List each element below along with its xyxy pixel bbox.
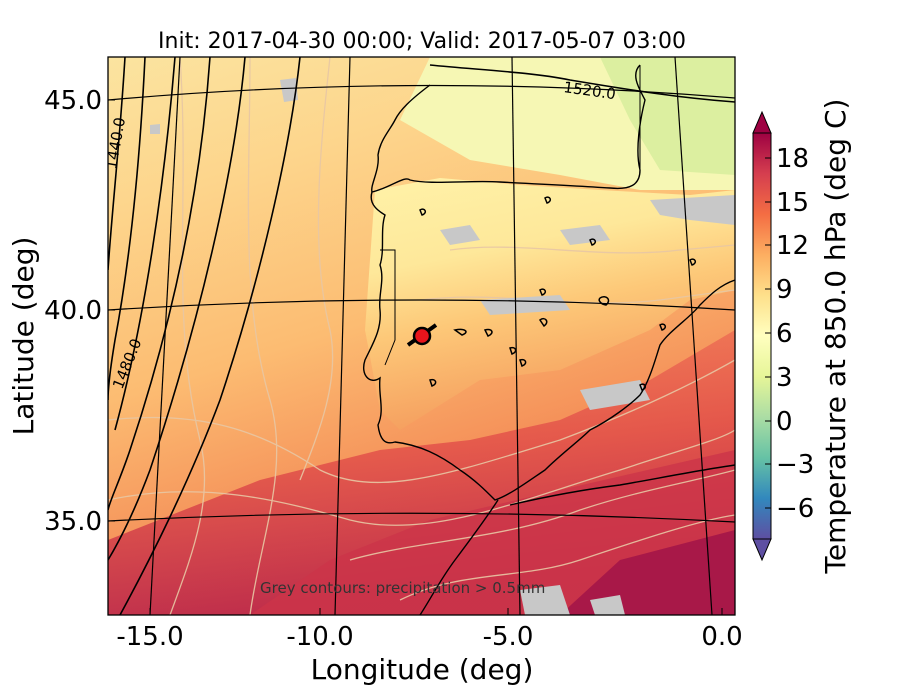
colorbar-tick-label: 12 <box>776 231 809 261</box>
map-frame <box>107 56 736 616</box>
x-tick-label: 0.0 <box>701 622 742 652</box>
contour-1440 <box>108 57 126 271</box>
colorbar-tick-label: 3 <box>776 363 793 393</box>
colorbar-tick-label: 0 <box>776 407 793 437</box>
x-axis: -15.0 -10.0 -5.0 0.0 Longitude (deg) <box>116 608 743 686</box>
colorbar-label: Temperature at 850.0 hPa (deg C) <box>819 99 852 575</box>
y-axis: 45.0 40.0 35.0 Latitude (deg) <box>7 86 115 537</box>
graticule <box>108 57 735 615</box>
y-tick-label: 35.0 <box>44 507 102 537</box>
iberia-coast <box>363 191 735 501</box>
colorbar-tick-label: −6 <box>776 494 814 524</box>
colorbar: 18 15 12 9 6 3 0 −3 −6 Temperature at 85… <box>752 99 852 575</box>
y-tick-label: 40.0 <box>44 296 102 326</box>
colorbar-tick-label: 18 <box>776 144 809 174</box>
location-marker <box>412 326 432 346</box>
x-tick-label: -10.0 <box>286 622 353 652</box>
coastlines <box>363 64 735 615</box>
colorbar-extend-min <box>752 538 772 562</box>
height-contours <box>108 57 735 615</box>
x-tick-label: -15.0 <box>116 622 183 652</box>
y-tick-label: 45.0 <box>44 86 102 116</box>
portugal-border <box>380 249 396 366</box>
morocco-coast <box>419 499 499 615</box>
contour-1480 <box>108 57 246 561</box>
y-axis-label: Latitude (deg) <box>7 237 40 436</box>
isotherm-contours <box>108 57 735 615</box>
colorbar-extend-max <box>752 110 772 134</box>
cool-region-france <box>600 57 735 175</box>
plot-title: Init: 2017-04-30 00:00; Valid: 2017-05-0… <box>158 29 686 54</box>
colorbar-tick-label: 15 <box>776 188 809 218</box>
x-axis-label: Longitude (deg) <box>311 653 534 686</box>
hottest-region <box>560 530 735 615</box>
colorbar-scale <box>752 132 772 540</box>
contour-1520 <box>429 64 735 103</box>
colorbar-tick-label: −3 <box>776 450 814 480</box>
precipitation-note: Grey contours: precipitation > 0.5mm <box>260 579 545 597</box>
precipitation-areas <box>150 78 735 615</box>
colorbar-tick-label: 6 <box>776 319 793 349</box>
colorbar-tick-label: 9 <box>776 275 793 305</box>
algeria-coast <box>509 464 735 506</box>
france-coast <box>371 64 646 193</box>
x-tick-label: -5.0 <box>483 622 534 652</box>
map-panel: 1440.0 1480.0 1520.0 Grey contours: prec… <box>108 57 735 615</box>
